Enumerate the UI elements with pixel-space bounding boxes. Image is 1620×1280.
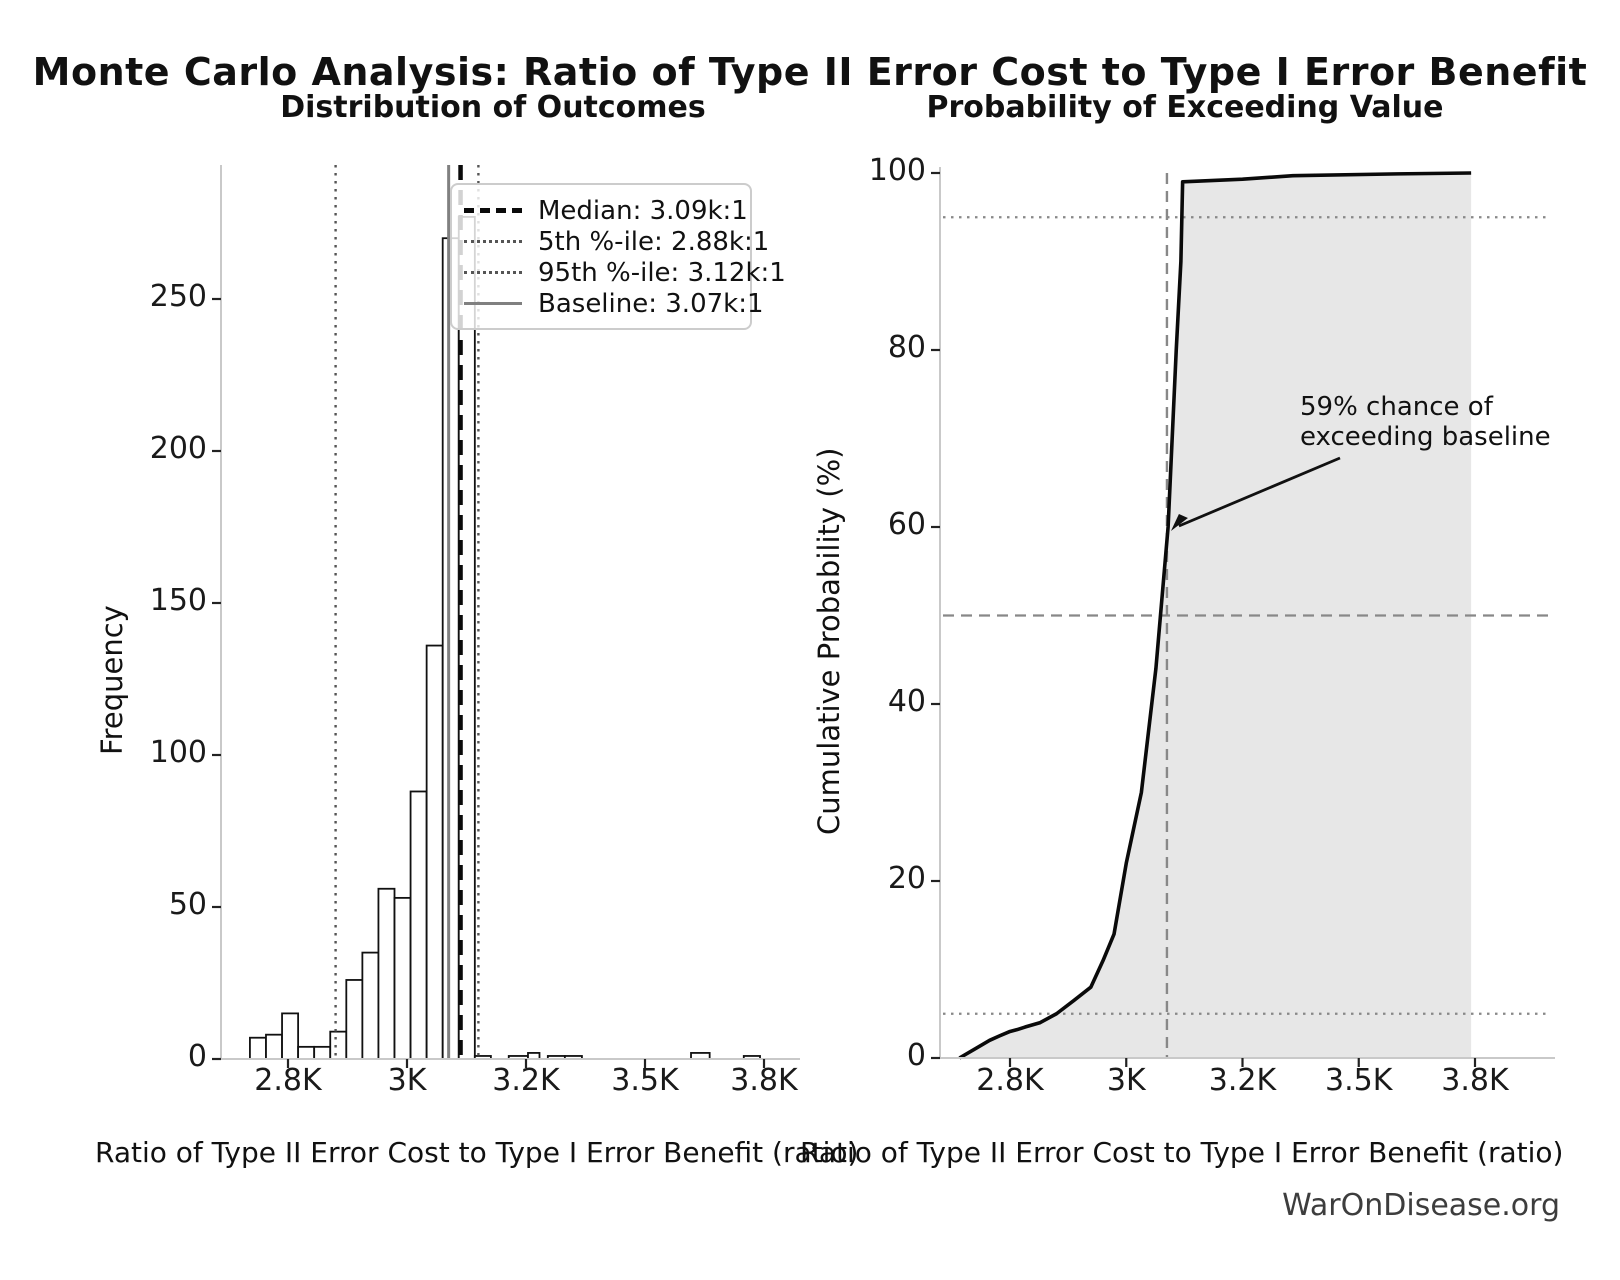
cdf-curve bbox=[958, 171, 1472, 1060]
histogram-bar bbox=[377, 887, 396, 1060]
cdf-y-tick-label: 40 bbox=[887, 684, 926, 719]
cdf-title: Probability of Exceeding Value bbox=[926, 90, 1444, 125]
histogram-y-tick-label: 100 bbox=[149, 735, 207, 770]
annotation-arrowhead bbox=[1170, 514, 1188, 531]
histogram-x-tick-label: 3.2K bbox=[492, 1063, 560, 1098]
legend-item-p95: 95th %-ile: 3.12k:1 bbox=[464, 257, 786, 288]
histogram-legend: Median: 3.09k:1 5th %-ile: 2.88k:1 95th … bbox=[450, 183, 786, 330]
median-dashed-line-icon bbox=[464, 208, 522, 213]
histogram-bar bbox=[361, 951, 380, 1060]
histogram-bar bbox=[393, 896, 412, 1060]
cdf-x-tick-label: 3.5K bbox=[1325, 1063, 1393, 1098]
histogram-y-tick-label: 0 bbox=[187, 1039, 207, 1074]
histogram-bar bbox=[265, 1033, 283, 1060]
histogram-y-tick-label: 50 bbox=[168, 887, 207, 922]
histogram-x-tick-label: 3K bbox=[387, 1063, 427, 1098]
cdf-y-tick-label: 0 bbox=[906, 1038, 926, 1073]
histogram-y-tick-label: 150 bbox=[149, 583, 207, 618]
histogram-title: Distribution of Outcomes bbox=[280, 90, 706, 125]
histogram-x-tick-label: 3.5K bbox=[611, 1063, 679, 1098]
cdf-annotation: 59% chance of exceeding baseline bbox=[1300, 392, 1551, 452]
histogram-bar bbox=[425, 644, 444, 1060]
legend-item-label: Median: 3.09k:1 bbox=[538, 195, 748, 226]
histogram-x-tick-label: 2.8K bbox=[254, 1063, 322, 1098]
annotation-line-2: exceeding baseline bbox=[1300, 422, 1551, 452]
cdf-x-tick-label: 2.8K bbox=[976, 1063, 1044, 1098]
legend-item-baseline: Baseline: 3.07k:1 bbox=[464, 288, 764, 319]
histogram-bar bbox=[345, 979, 364, 1060]
cdf-y-tick-label: 100 bbox=[868, 153, 926, 188]
cdf-y-axis-label: Cumulative Probability (%) bbox=[812, 447, 846, 835]
cdf-y-tick-label: 20 bbox=[887, 861, 926, 896]
annotation-arrow bbox=[1178, 456, 1341, 528]
histogram-bar bbox=[249, 1036, 267, 1060]
cdf-x-tick-label: 3K bbox=[1106, 1063, 1146, 1098]
histogram-bar bbox=[281, 1012, 300, 1060]
histogram-bar bbox=[313, 1045, 332, 1060]
watermark: WarOnDisease.org bbox=[1282, 1188, 1560, 1223]
histogram-y-axis-label: Frequency bbox=[95, 605, 129, 755]
annotation-line-1: 59% chance of bbox=[1300, 392, 1493, 422]
legend-item-label: 5th %-ile: 2.88k:1 bbox=[538, 226, 770, 257]
legend-item-label: Baseline: 3.07k:1 bbox=[538, 288, 764, 319]
histogram-bar bbox=[409, 790, 428, 1060]
histogram-x-tick-label: 3.8K bbox=[730, 1063, 798, 1098]
cdf-x-axis-label: Ratio of Type II Error Cost to Type I Er… bbox=[800, 1136, 1564, 1169]
legend-item-label: 95th %-ile: 3.12k:1 bbox=[538, 257, 786, 288]
histogram-y-tick-label: 200 bbox=[149, 431, 207, 466]
legend-item-median: Median: 3.09k:1 bbox=[464, 195, 748, 226]
figure-title: Monte Carlo Analysis: Ratio of Type II E… bbox=[32, 50, 1588, 94]
percentile-dotted-line-icon bbox=[464, 271, 522, 274]
histogram-bar bbox=[441, 237, 460, 1060]
histogram-bar bbox=[329, 1030, 348, 1060]
histogram-y-tick-label: 250 bbox=[149, 279, 207, 314]
histogram-x-axis-label: Ratio of Type II Error Cost to Type I Er… bbox=[95, 1136, 859, 1169]
percentile-dotted-line-icon bbox=[464, 240, 522, 243]
histogram-bar bbox=[297, 1045, 316, 1060]
cdf-y-tick-label: 60 bbox=[887, 507, 926, 542]
baseline-solid-line-icon bbox=[464, 302, 522, 305]
cdf-x-tick-label: 3.8K bbox=[1441, 1063, 1509, 1098]
legend-item-p05: 5th %-ile: 2.88k:1 bbox=[464, 226, 769, 257]
cdf-y-tick-label: 80 bbox=[887, 330, 926, 365]
cdf-x-tick-label: 3.2K bbox=[1208, 1063, 1277, 1098]
